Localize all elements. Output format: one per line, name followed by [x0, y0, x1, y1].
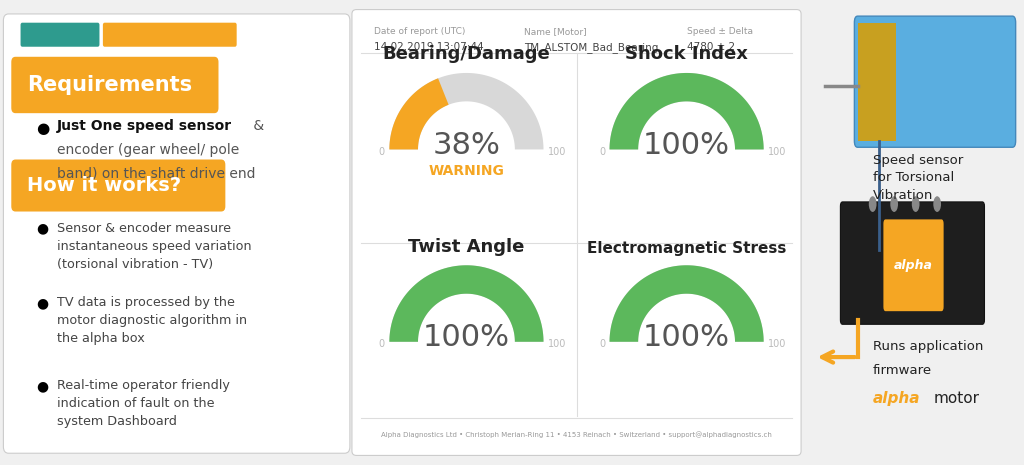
- Circle shape: [911, 196, 920, 212]
- Text: 100%: 100%: [643, 131, 730, 159]
- Text: How it works?: How it works?: [28, 176, 181, 195]
- FancyBboxPatch shape: [854, 16, 1016, 147]
- Text: band) on the shaft drive end: band) on the shaft drive end: [56, 166, 255, 180]
- Text: alpha: alpha: [872, 391, 921, 406]
- Text: Just One speed sensor: Just One speed sensor: [56, 119, 231, 133]
- FancyBboxPatch shape: [20, 23, 99, 47]
- FancyBboxPatch shape: [3, 14, 350, 453]
- Text: 100: 100: [768, 339, 786, 349]
- Text: ●: ●: [36, 296, 48, 310]
- FancyBboxPatch shape: [102, 23, 237, 47]
- Text: Shock Index: Shock Index: [626, 46, 748, 63]
- Text: 38%: 38%: [432, 131, 501, 159]
- Text: Date of report (UTC): Date of report (UTC): [374, 27, 465, 36]
- Text: Bearing/Damage: Bearing/Damage: [383, 46, 550, 63]
- Text: Sensor & encoder measure
instantaneous speed variation
(torsional vibration - TV: Sensor & encoder measure instantaneous s…: [56, 222, 251, 271]
- Polygon shape: [389, 78, 449, 149]
- Text: 14.02.2019 13:07:44: 14.02.2019 13:07:44: [374, 42, 483, 53]
- Text: Twist Angle: Twist Angle: [409, 238, 524, 256]
- Text: TV data is processed by the
motor diagnostic algorithm in
the alpha box: TV data is processed by the motor diagno…: [56, 296, 247, 345]
- Text: Name [Motor]: Name [Motor]: [523, 27, 587, 36]
- FancyBboxPatch shape: [11, 159, 225, 212]
- Polygon shape: [609, 266, 764, 342]
- Polygon shape: [609, 73, 764, 149]
- Polygon shape: [389, 73, 544, 149]
- Text: 0: 0: [599, 146, 605, 157]
- FancyBboxPatch shape: [841, 202, 984, 324]
- Text: Speed ± Delta: Speed ± Delta: [687, 27, 753, 36]
- Text: encoder (gear wheel/ pole: encoder (gear wheel/ pole: [56, 143, 239, 157]
- FancyBboxPatch shape: [352, 10, 801, 455]
- Text: firmware: firmware: [872, 364, 932, 377]
- Polygon shape: [389, 266, 544, 342]
- Text: 0: 0: [599, 339, 605, 349]
- Circle shape: [890, 196, 898, 212]
- Polygon shape: [609, 266, 764, 342]
- Circle shape: [933, 196, 941, 212]
- Text: 0: 0: [379, 339, 385, 349]
- Text: TM_ALSTOM_Bad_Bearing: TM_ALSTOM_Bad_Bearing: [523, 42, 658, 53]
- Text: Runs application: Runs application: [872, 339, 983, 352]
- Text: 0: 0: [379, 146, 385, 157]
- Text: Real-time operator friendly
indication of fault on the
system Dashboard: Real-time operator friendly indication o…: [56, 379, 229, 428]
- Bar: [858, 23, 896, 141]
- Text: 100%: 100%: [643, 323, 730, 352]
- Text: Speed sensor
for Torsional
Vibration: Speed sensor for Torsional Vibration: [872, 154, 963, 202]
- Text: WARNING: WARNING: [428, 164, 505, 178]
- Text: Alpha Diagnostics Ltd • Christoph Merian-Ring 11 • 4153 Reinach • Switzerland • : Alpha Diagnostics Ltd • Christoph Merian…: [381, 431, 772, 438]
- Text: 100: 100: [548, 339, 566, 349]
- Text: 100: 100: [548, 146, 566, 157]
- Text: 100%: 100%: [423, 323, 510, 352]
- Text: ●: ●: [36, 121, 49, 136]
- Text: Requirements: Requirements: [28, 75, 193, 95]
- Text: alpha: alpha: [894, 259, 933, 272]
- FancyBboxPatch shape: [884, 219, 944, 311]
- Text: 4780 ± 2: 4780 ± 2: [687, 42, 734, 53]
- Polygon shape: [609, 73, 764, 149]
- Text: motor: motor: [934, 391, 980, 406]
- Text: Electromagnetic Stress: Electromagnetic Stress: [587, 241, 786, 256]
- Circle shape: [868, 196, 877, 212]
- Text: ●: ●: [36, 222, 48, 236]
- FancyBboxPatch shape: [11, 57, 218, 113]
- Polygon shape: [389, 266, 544, 342]
- Text: &: &: [249, 119, 264, 133]
- Text: ●: ●: [36, 379, 48, 393]
- Text: 100: 100: [768, 146, 786, 157]
